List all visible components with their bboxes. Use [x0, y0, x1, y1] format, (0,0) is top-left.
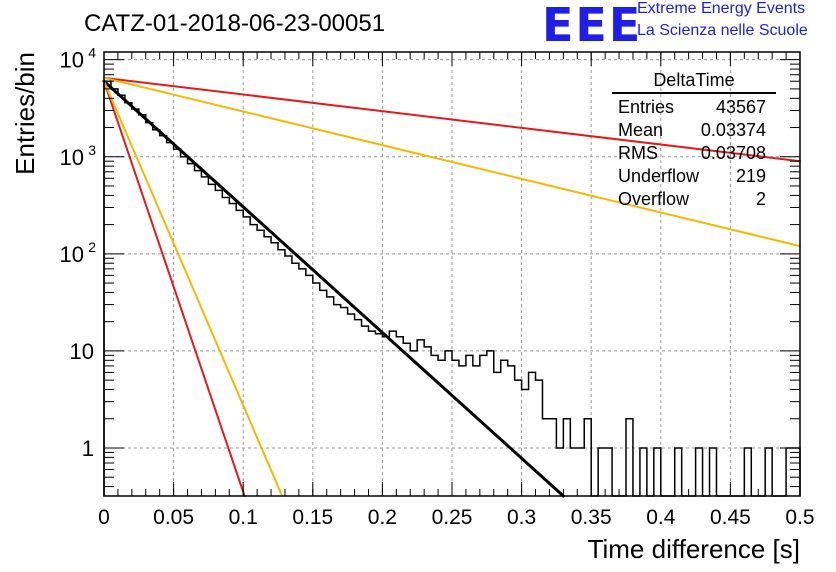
- stats-value: 43567: [715, 97, 766, 117]
- stats-value: 0.03708: [700, 143, 766, 163]
- x-tick-label: 0.4: [646, 506, 676, 529]
- y-tick-exponent: 3: [88, 142, 96, 158]
- stats-label: RMS: [618, 143, 658, 163]
- x-tick-label: 0.15: [292, 506, 333, 529]
- x-tick-label: 0.25: [432, 506, 473, 529]
- x-axis-title: Time difference [s]: [588, 534, 800, 564]
- y-tick-label: 1: [82, 436, 94, 461]
- stats-row-overflow: Overflow 2: [612, 188, 776, 211]
- stats-box: DeltaTime Entries 43567 Mean 0.03374 RMS…: [612, 70, 776, 211]
- x-tick-label: 0.5: [785, 506, 814, 529]
- y-tick-label: 10: [60, 48, 84, 73]
- eee-logo: EEE: [542, 0, 643, 52]
- x-tick-label: 0: [98, 506, 110, 529]
- x-tick-label: 0.35: [571, 506, 612, 529]
- stats-row-entries: Entries 43567: [612, 96, 776, 119]
- y-tick-label: 10: [70, 339, 94, 364]
- stats-row-mean: Mean 0.03374: [612, 119, 776, 142]
- x-tick-label: 0.2: [368, 506, 397, 529]
- stats-label: Entries: [618, 97, 675, 117]
- y-tick-exponent: 4: [88, 45, 96, 61]
- fit-curve-4: [103, 80, 284, 497]
- stats-value: 0.03374: [700, 120, 766, 140]
- fit-curve-3: [103, 80, 246, 497]
- run-title: CATZ-01-2018-06-23-00051: [84, 10, 386, 37]
- x-tick-label: 0.45: [710, 506, 751, 529]
- x-tick-label: 0.3: [507, 506, 536, 529]
- fit-curves: [102, 76, 801, 498]
- stats-label: Underflow: [618, 166, 700, 186]
- y-tick-label: 10: [60, 242, 84, 267]
- logo-tagline-1: Extreme Energy Events: [637, 0, 806, 17]
- x-tick-label: 0.1: [229, 506, 258, 529]
- stats-label: Mean: [618, 120, 664, 140]
- logo-tagline-2: La Scienza nelle Scuole: [637, 22, 808, 39]
- stats-label: Overflow: [618, 189, 690, 209]
- stats-row-underflow: Underflow 219: [612, 165, 776, 188]
- axis-ticks: [103, 52, 801, 496]
- y-tick-label: 10: [60, 145, 84, 170]
- x-tick-label: 0.05: [153, 506, 194, 529]
- stats-row-rms: RMS 0.03708: [612, 142, 776, 165]
- fit-curve-1: [103, 76, 801, 163]
- axis-tick-labels: 0 0.05 0.1 0.15 0.2 0.25 0.3 0.35 0.4 0.45 0.5 1 10 1…: [60, 45, 815, 529]
- stats-value: 219: [735, 166, 766, 186]
- stats-value: 2: [755, 189, 766, 209]
- stats-title: DeltaTime: [612, 70, 776, 94]
- y-axis-title: Entries/bin: [10, 52, 40, 175]
- grid-lines: [104, 52, 800, 496]
- y-tick-exponent: 2: [88, 239, 96, 255]
- fit-curve-2: [103, 76, 801, 248]
